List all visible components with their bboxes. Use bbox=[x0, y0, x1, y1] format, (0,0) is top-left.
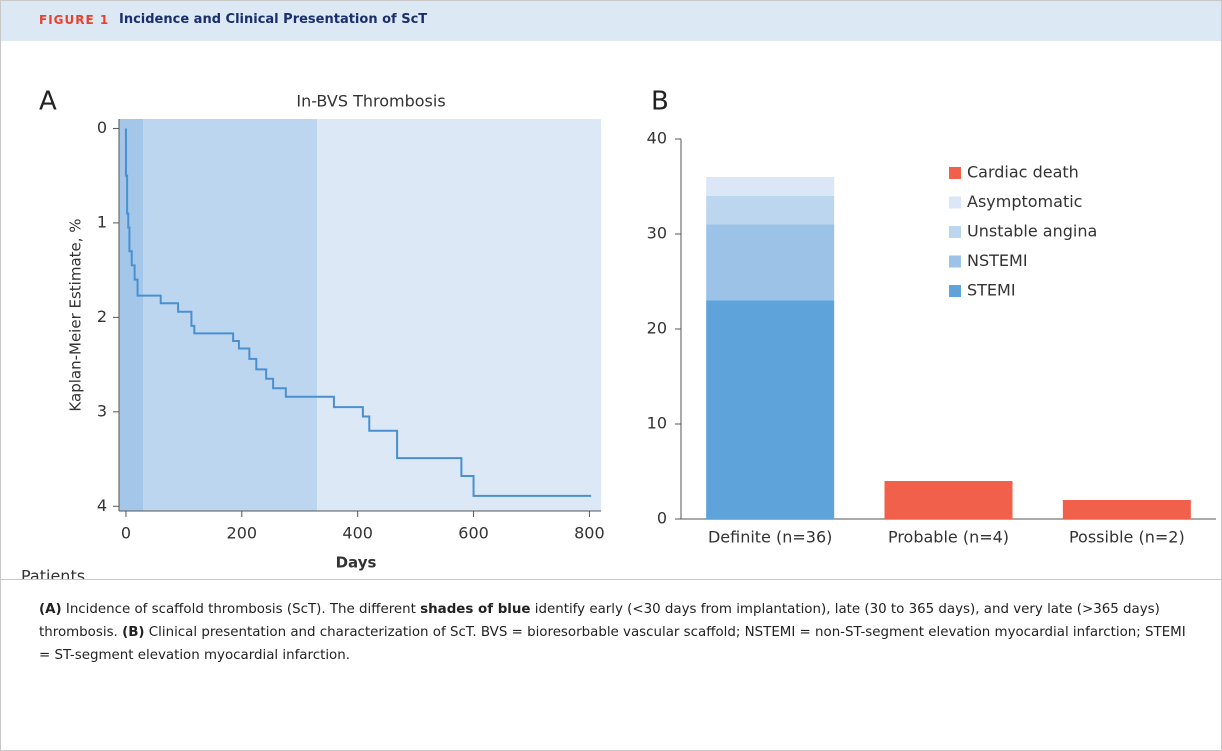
x-tick-label: Possible (n=2) bbox=[1069, 528, 1185, 547]
y-axis-label: Kaplan-Meier Estimate, % bbox=[67, 218, 85, 411]
legend-label: Cardiac death bbox=[967, 163, 1079, 182]
y-tick-label: 0 bbox=[657, 509, 667, 528]
period-band bbox=[317, 119, 601, 511]
y-tick-label: 4 bbox=[97, 496, 107, 515]
legend-swatch bbox=[949, 167, 961, 179]
y-tick-label: 1 bbox=[97, 212, 107, 231]
bar-segment bbox=[884, 481, 1013, 519]
caption-text: identify early (<30 days from implantati… bbox=[39, 602, 1160, 640]
x-tick-label: Probable (n=4) bbox=[888, 528, 1009, 547]
caption-text: Incidence of scaffold thrombosis (ScT). … bbox=[61, 602, 421, 617]
caption-text: Clinical presentation and characterizati… bbox=[39, 625, 1186, 663]
x-tick-label: 600 bbox=[458, 524, 489, 543]
figure-label: FIGURE 1 bbox=[39, 13, 110, 27]
caption-text: shades of blue bbox=[420, 602, 531, 617]
panel-label: A bbox=[39, 87, 57, 117]
bar-segment bbox=[706, 224, 835, 301]
y-tick-label: 20 bbox=[647, 319, 667, 338]
caption-text: (B) bbox=[122, 625, 145, 640]
km-curve bbox=[124, 128, 592, 497]
bar-segment bbox=[706, 300, 835, 519]
bar-segment bbox=[706, 196, 835, 225]
bar-segment bbox=[1062, 500, 1191, 519]
y-tick-label: 30 bbox=[647, 224, 667, 243]
legend-swatch bbox=[949, 226, 961, 238]
legend-swatch bbox=[949, 255, 961, 268]
legend-label: NSTEMI bbox=[967, 251, 1028, 270]
y-tick-label: 3 bbox=[97, 401, 107, 420]
y-tick-label: 0 bbox=[97, 118, 107, 137]
panel-label: B bbox=[651, 87, 669, 117]
x-axis-label: Days bbox=[336, 554, 377, 572]
x-tick-label: Definite (n=36) bbox=[708, 528, 832, 547]
legend-label: STEMI bbox=[967, 281, 1016, 300]
period-band bbox=[143, 119, 318, 511]
x-tick-label: 200 bbox=[227, 524, 258, 543]
figure-header: FIGURE 1 Incidence and Clinical Presenta… bbox=[1, 1, 1221, 41]
caption: (A) Incidence of scaffold thrombosis (Sc… bbox=[1, 579, 1221, 667]
bar-segment bbox=[706, 177, 835, 196]
at-risk-label: Patients bbox=[21, 567, 85, 580]
y-tick-label: 40 bbox=[647, 129, 667, 148]
charts: AIn-BVS Thrombosis0123401305200109840079… bbox=[21, 87, 1216, 580]
x-tick-label: 0 bbox=[121, 524, 131, 543]
period-band bbox=[119, 119, 144, 511]
caption-text: (A) bbox=[39, 602, 62, 617]
y-tick-label: 10 bbox=[647, 414, 667, 433]
x-tick-label: 400 bbox=[342, 524, 373, 543]
chart-title: In-BVS Thrombosis bbox=[296, 92, 445, 111]
legend-swatch bbox=[949, 285, 961, 297]
figure-title: Incidence and Clinical Presentation of S… bbox=[119, 12, 428, 27]
legend-swatch bbox=[949, 196, 961, 209]
y-tick-label: 2 bbox=[97, 307, 107, 326]
x-tick-label: 800 bbox=[574, 524, 605, 543]
legend-label: Unstable angina bbox=[967, 222, 1097, 241]
legend-label: Asymptomatic bbox=[967, 192, 1082, 211]
